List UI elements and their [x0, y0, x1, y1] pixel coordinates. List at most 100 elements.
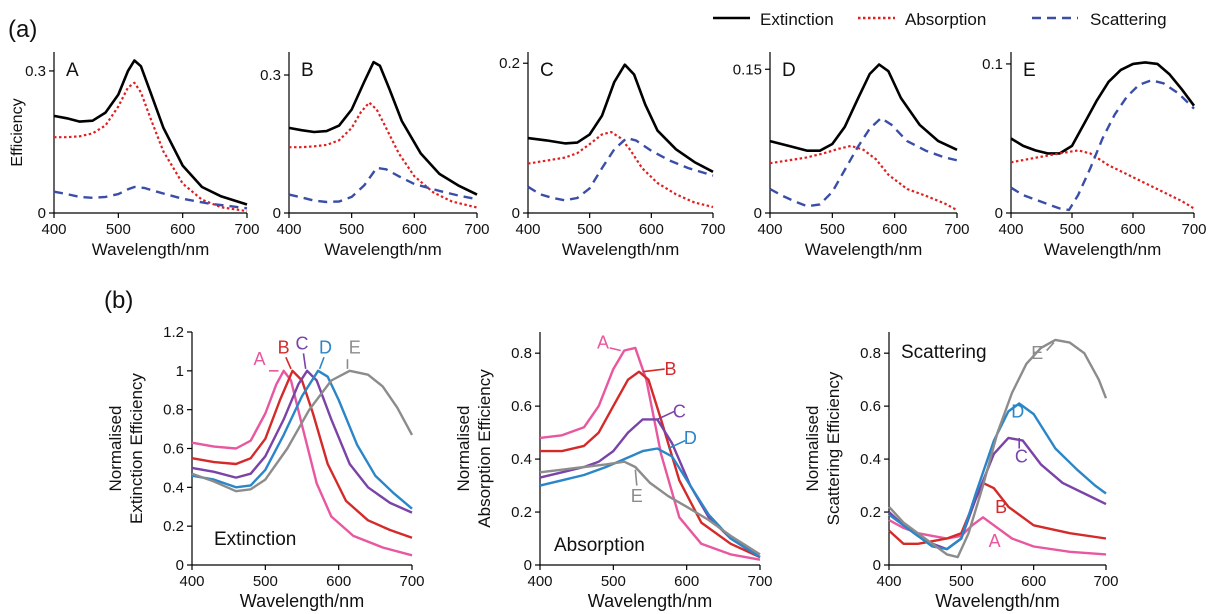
y-tick-label: 0.8	[860, 345, 881, 362]
x-tick-label: 500	[1059, 221, 1084, 238]
y-tick-label: 0.1	[982, 56, 1003, 73]
series-label-C: C	[673, 401, 686, 421]
series-line-D	[539, 447, 761, 559]
x-tick-label: 600	[639, 221, 664, 238]
series-line-D	[888, 402, 1107, 551]
x-tick-label: 600	[1120, 221, 1145, 238]
series-label-A: A	[989, 531, 1001, 551]
y-tick-label: 0	[873, 557, 881, 574]
x-tick-label: 600	[402, 221, 427, 238]
series-line-sca	[53, 185, 248, 210]
x-axis-label: Wavelength/nm	[588, 591, 712, 611]
series-label-B: B	[278, 338, 290, 358]
y-axis-label: Normalised	[454, 406, 473, 492]
y-tick-label: 0.8	[511, 345, 532, 362]
y-tick-label: 0.6	[163, 441, 184, 458]
series-line-sca	[527, 136, 714, 202]
x-tick-label: 400	[179, 573, 204, 590]
series-leader-line	[634, 469, 638, 486]
y-tick-label: 0	[273, 205, 281, 222]
subplot-label: D	[782, 60, 796, 81]
series-label-C: C	[296, 334, 309, 354]
y-tick-label: 0.6	[860, 398, 881, 415]
x-tick-label: 500	[577, 221, 602, 238]
y-tick-label: 0.2	[499, 55, 520, 72]
chart-0: 400 500 600 700 0 0.3 Wavelength/nm Efficiency A	[9, 52, 260, 259]
series-line-sca	[769, 116, 958, 208]
y-axis-label: Normalised	[803, 406, 822, 492]
chart-6: 400 500 600 700 0 0.2 0.4 0.6 0.8 Wavelength/nm No…	[454, 332, 773, 611]
x-tick-label: 600	[326, 573, 351, 590]
series-leader-line	[302, 353, 307, 370]
x-axis-label: Wavelength/nm	[562, 240, 679, 259]
chart-7: 400 500 600 700 0 0.2 0.4 0.6 0.8 Wavelength/nm No…	[803, 332, 1119, 611]
y-tick-label: 0	[38, 205, 46, 222]
y-tick-label: 0.2	[163, 518, 184, 535]
y-tick-label: 0	[524, 557, 532, 574]
series-line-ext	[53, 59, 248, 206]
series-label-A: A	[597, 333, 609, 353]
chart-3: 400 500 600 700 0 0.15 Wavelength/nm D	[733, 52, 970, 259]
x-tick-label: 600	[674, 573, 699, 590]
y-tick-label: 0.3	[25, 63, 46, 80]
series-leader-line	[609, 347, 621, 352]
chart-5: 400 500 600 700 0 0.2 0.4 0.6 0.8 1 1.2 Wavelength/…	[106, 324, 425, 611]
x-axis-label: Wavelength/nm	[92, 240, 209, 259]
y-axis-label: Efficiency	[9, 98, 26, 166]
y-tick-label: 0.4	[163, 479, 184, 496]
series-label-D: D	[684, 428, 697, 448]
x-tick-label: 500	[949, 573, 974, 590]
series-line-abs	[769, 144, 958, 212]
chart-title: Absorption	[554, 535, 645, 556]
x-tick-label: 700	[747, 573, 772, 590]
series-leader-line	[1046, 342, 1055, 352]
y-tick-label: 0	[754, 205, 762, 222]
legend-extinction-label: Extinction	[760, 10, 834, 29]
x-tick-label: 700	[234, 221, 259, 238]
series-line-D	[191, 369, 413, 510]
y-tick-label: 0.2	[511, 504, 532, 521]
series-label-C: C	[1015, 446, 1028, 466]
series-label-E: E	[1031, 343, 1043, 363]
x-axis-label: Wavelength/nm	[1044, 240, 1161, 259]
chart-title: Scattering	[901, 342, 987, 363]
series-label-B: B	[665, 359, 677, 379]
x-tick-label: 500	[106, 221, 131, 238]
series-label-D: D	[319, 338, 332, 358]
legend-absorption-label: Absorption	[905, 10, 986, 29]
x-tick-label: 700	[1181, 221, 1206, 238]
x-tick-label: 500	[339, 221, 364, 238]
x-tick-label: 400	[998, 221, 1023, 238]
y-tick-label: 0	[995, 205, 1003, 222]
y-tick-label: 0.4	[511, 451, 532, 468]
series-line-sca	[288, 166, 478, 204]
x-tick-label: 500	[253, 573, 278, 590]
x-tick-label: 400	[757, 221, 782, 238]
y-tick-label: 0.4	[860, 451, 881, 468]
series-leader-line	[642, 368, 665, 373]
y-tick-label: 0.8	[163, 402, 184, 419]
series-line-E	[191, 369, 414, 493]
series-line-abs	[54, 81, 248, 213]
series-line-abs	[1010, 149, 1195, 210]
x-tick-label: 500	[601, 573, 626, 590]
series-leader-line	[318, 356, 325, 370]
y-axis-label: Scattering Efficiency	[824, 371, 843, 525]
x-tick-label: 600	[882, 221, 907, 238]
subplot-label: E	[1023, 60, 1036, 81]
series-label-B: B	[995, 497, 1007, 517]
x-tick-label: 400	[276, 221, 301, 238]
series-line-B	[191, 369, 413, 539]
series-line-C	[191, 369, 413, 514]
x-tick-label: 700	[700, 221, 725, 238]
y-tick-label: 0.6	[511, 398, 532, 415]
x-tick-label: 700	[464, 221, 489, 238]
series-label-A: A	[253, 349, 265, 369]
x-axis-label: Wavelength/nm	[324, 240, 441, 259]
y-tick-label: 0.2	[860, 504, 881, 521]
y-axis-label: Extinction Efficiency	[127, 373, 146, 524]
series-leader-line	[656, 410, 675, 421]
series-label-E: E	[631, 486, 643, 506]
x-tick-label: 700	[944, 221, 969, 238]
y-tick-label: 0.3	[260, 67, 281, 84]
